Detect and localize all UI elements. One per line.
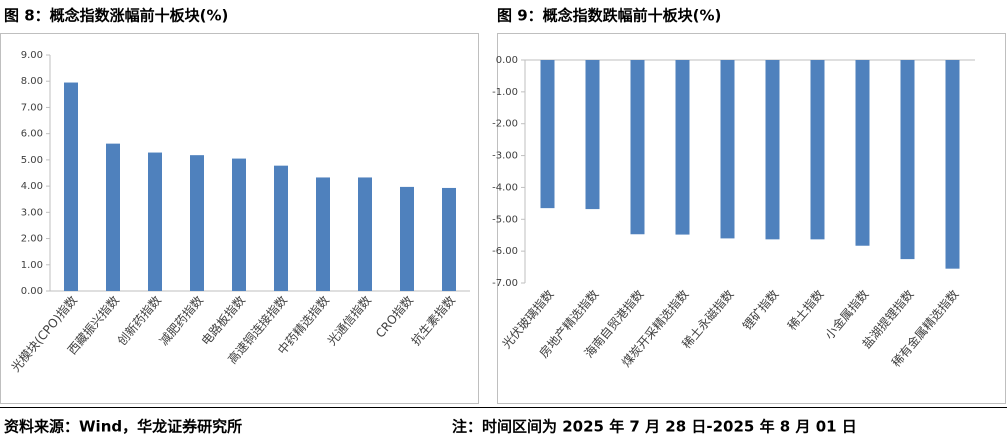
y-tick-label: 2.00 — [21, 234, 43, 245]
y-tick-label: -5.00 — [492, 214, 518, 225]
bar — [358, 177, 372, 291]
y-tick-label: -2.00 — [492, 119, 518, 130]
y-tick-label: -7.00 — [492, 278, 518, 289]
bar — [148, 152, 162, 291]
y-tick-label: 8.00 — [21, 76, 43, 87]
bar — [400, 186, 414, 291]
y-tick-label: 0.00 — [496, 55, 518, 66]
y-tick-label: 3.00 — [21, 207, 43, 218]
note: 注：时间区间为 2025 年 7 月 28 日-2025 年 8 月 01 日 — [452, 418, 857, 436]
y-tick-label: -1.00 — [492, 87, 518, 98]
y-tick-label: 5.00 — [21, 155, 43, 166]
y-tick-label: 4.00 — [21, 181, 43, 192]
x-tick-label: 抗生素指数 — [408, 293, 458, 349]
y-tick-label: 1.00 — [21, 260, 43, 271]
x-tick-label: 锂矿指数 — [739, 287, 781, 333]
bar — [765, 60, 780, 240]
x-tick-label: 小金属指数 — [821, 287, 871, 343]
y-tick-label: 6.00 — [21, 129, 43, 140]
bar — [106, 143, 120, 291]
y-tick-label: -3.00 — [492, 151, 518, 162]
right-frame — [497, 33, 1006, 404]
left-frame — [0, 33, 479, 404]
bar — [945, 60, 960, 269]
bar — [232, 158, 246, 291]
bar — [190, 155, 204, 291]
bar — [585, 60, 600, 210]
bar — [855, 60, 870, 246]
y-tick-label: -6.00 — [492, 246, 518, 257]
bar — [630, 60, 645, 235]
bar — [540, 60, 555, 209]
y-tick-label: 9.00 — [21, 50, 43, 61]
bar — [675, 60, 690, 235]
x-tick-label: 光模块(CPO)指数 — [8, 293, 80, 375]
bar — [442, 187, 456, 291]
source: 资料来源：Wind，华龙证券研究所 — [4, 418, 242, 436]
y-tick-label: 7.00 — [21, 102, 43, 113]
chart-title: 图 9：概念指数跌幅前十板块(%) — [497, 7, 721, 25]
y-tick-label: -4.00 — [492, 182, 518, 193]
x-tick-label: 光通信指数 — [324, 293, 374, 349]
chart-title: 图 8：概念指数涨幅前十板块(%) — [4, 7, 228, 25]
bar — [316, 177, 330, 291]
y-tick-label: 0.00 — [21, 286, 43, 297]
bar — [720, 60, 735, 239]
bar — [64, 82, 78, 292]
x-tick-label: 稀土指数 — [784, 287, 826, 333]
bar — [274, 165, 288, 291]
x-tick-label: CRO指数 — [372, 293, 416, 341]
bar — [810, 60, 825, 240]
bar — [900, 60, 915, 260]
